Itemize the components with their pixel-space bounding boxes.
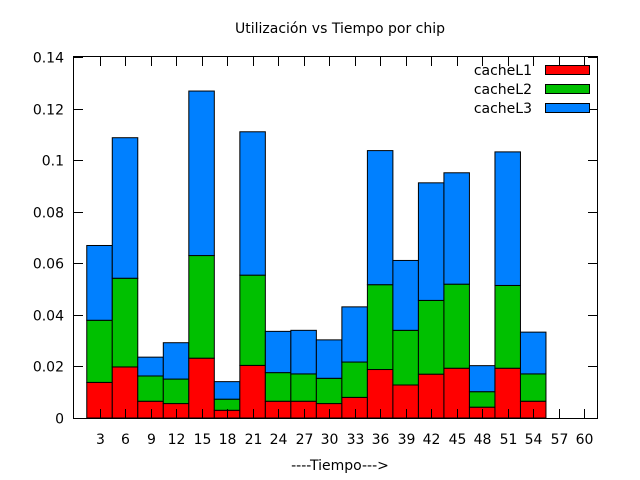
bar-cacheL2-45 [443, 283, 470, 369]
bar-cacheL2-51 [494, 284, 521, 369]
y-tick-label: 0.02 [33, 360, 64, 376]
bar-cacheL3-54 [519, 331, 547, 375]
bar-cacheL3-51 [494, 151, 521, 286]
bar-cacheL3-42 [417, 182, 445, 301]
bar-cacheL2-39 [392, 329, 419, 386]
legend-swatch-cacheL3 [545, 103, 590, 113]
bar-cacheL3-36 [366, 150, 394, 286]
x-tick-label: 6 [121, 432, 130, 448]
x-tick-label: 54 [525, 432, 543, 448]
bar-cacheL3-45 [443, 172, 470, 285]
x-tick-label: 42 [423, 432, 441, 448]
bar-cacheL2-30 [315, 377, 343, 405]
bar-cacheL1-51 [494, 367, 521, 419]
bar-cacheL2-54 [519, 373, 547, 402]
x-tick-label: 15 [194, 432, 212, 448]
legend-label-cacheL2: cacheL2 [474, 82, 532, 98]
bar-cacheL2-9 [137, 375, 164, 402]
y-tick-label: 0.1 [42, 154, 64, 170]
bar-cacheL2-24 [264, 372, 292, 402]
bar-cacheL1-27 [290, 400, 317, 419]
bar-cacheL3-33 [341, 306, 368, 363]
x-tick-label: 21 [245, 432, 263, 448]
x-tick-label: 48 [474, 432, 492, 448]
bar-cacheL3-18 [213, 381, 241, 400]
x-axis: 3 6 9 12 15 18 21 24 27 30 33 36 39 42 45 48 51 54 57 60 [96, 57, 593, 448]
bar-cacheL2-21 [239, 274, 266, 366]
bar-cacheL3-30 [315, 339, 343, 379]
x-tick-label: 45 [449, 432, 467, 448]
x-tick-label: 24 [270, 432, 288, 448]
x-tick-label: 33 [347, 432, 365, 448]
bar-cacheL3-9 [137, 356, 164, 377]
y-axis: 0 0.02 0.04 0.06 0.08 0.1 0.12 0.14 [33, 51, 597, 428]
bar-cacheL1-33 [341, 396, 368, 419]
bar-cacheL1-45 [443, 367, 470, 419]
legend-label-cacheL3: cacheL3 [474, 101, 532, 117]
x-tick-label: 57 [551, 432, 569, 448]
bar-cacheL3-24 [264, 330, 292, 374]
chart-title: Utilización vs Tiempo por chip [235, 21, 445, 37]
x-tick-label: 36 [372, 432, 390, 448]
bar-cacheL2-18 [213, 398, 241, 411]
bar-cacheL1-39 [392, 384, 419, 419]
y-tick-label: 0.08 [33, 206, 64, 222]
x-tick-label: 18 [219, 432, 237, 448]
y-tick-label: 0.14 [33, 51, 64, 67]
x-tick-label: 9 [147, 432, 156, 448]
x-tick-label: 51 [500, 432, 518, 448]
bar-cacheL3-12 [162, 342, 190, 380]
legend-swatch-cacheL1 [545, 65, 590, 75]
bar-cacheL3-27 [290, 329, 317, 375]
bar-cacheL2-48 [468, 391, 496, 408]
bar-cacheL3-48 [468, 365, 496, 393]
bar-cacheL1-3 [86, 381, 113, 419]
legend-swatch-cacheL2 [545, 84, 590, 94]
legend-label-cacheL1: cacheL1 [474, 63, 532, 79]
bar-cacheL2-12 [162, 378, 190, 405]
y-tick-label: 0.04 [33, 309, 64, 325]
bar-cacheL2-3 [86, 319, 113, 383]
x-tick-label: 12 [168, 432, 186, 448]
bar-cacheL2-15 [188, 255, 215, 359]
bar-cacheL2-36 [366, 284, 394, 371]
y-tick-label: 0 [55, 412, 64, 428]
bar-cacheL3-15 [188, 90, 215, 257]
y-tick-label: 0.06 [33, 257, 64, 273]
bar-cacheL3-6 [111, 137, 139, 279]
bar-cacheL1-21 [239, 364, 266, 419]
bar-cacheL3-21 [239, 131, 266, 276]
x-tick-label: 27 [296, 432, 314, 448]
x-tick-label: 3 [96, 432, 105, 448]
bar-cacheL3-39 [392, 259, 419, 331]
x-tick-label: 60 [576, 432, 594, 448]
bar-cacheL2-42 [417, 299, 445, 375]
bar-cacheL1-15 [188, 357, 215, 419]
y-tick-label: 0.12 [33, 103, 64, 119]
bar-cacheL2-33 [341, 361, 368, 398]
bar-cacheL3-3 [86, 244, 113, 321]
bar-cacheL2-6 [111, 277, 139, 368]
bar-cacheL2-27 [290, 373, 317, 402]
plot-frame [73, 56, 598, 419]
legend: cacheL1 cacheL2 cacheL3 [474, 63, 590, 117]
bars-group [86, 90, 547, 419]
x-axis-label: ----Tiempo---> [291, 458, 389, 474]
x-tick-label: 30 [321, 432, 339, 448]
x-tick-label: 39 [398, 432, 416, 448]
bar-cacheL1-9 [137, 400, 164, 419]
